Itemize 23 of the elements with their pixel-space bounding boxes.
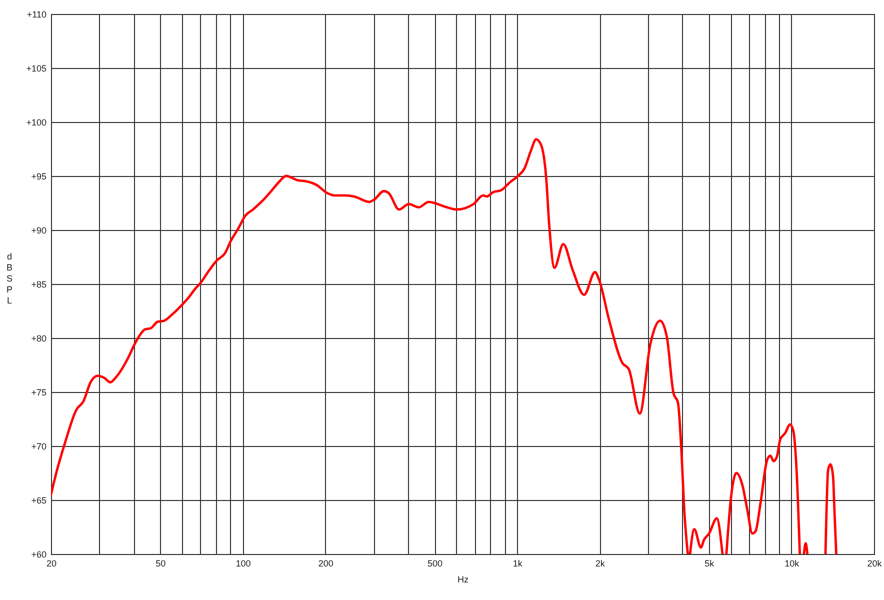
x-tick-label: 5k [704, 558, 715, 568]
y-tick-label: +60 [31, 550, 46, 560]
y-axis-title: dB SPL [6, 252, 13, 306]
x-tick-label: 2k [595, 558, 606, 568]
x-tick-label: 100 [236, 558, 251, 568]
y-tick-label: +95 [31, 172, 46, 182]
x-tick-label: 500 [427, 558, 443, 568]
x-tick-label: 200 [318, 558, 334, 568]
x-tick-label: 1k [512, 558, 523, 568]
x-tick-label: 20k [867, 558, 882, 568]
y-tick-label: +110 [26, 10, 46, 20]
y-tick-label: +90 [31, 226, 46, 236]
y-tick-label: +75 [31, 388, 46, 398]
y-tick-label: +80 [31, 334, 46, 344]
x-tick-label: 50 [156, 558, 166, 568]
y-tick-label: +85 [31, 280, 46, 290]
x-tick-label: 10k [784, 558, 800, 568]
y-tick-label: +100 [26, 118, 46, 128]
x-axis-title: Hz [458, 574, 469, 584]
x-tick-label: 20 [46, 558, 57, 568]
y-tick-label: +105 [26, 64, 46, 74]
y-tick-label: +65 [31, 496, 46, 506]
y-tick-label: +70 [31, 442, 46, 452]
